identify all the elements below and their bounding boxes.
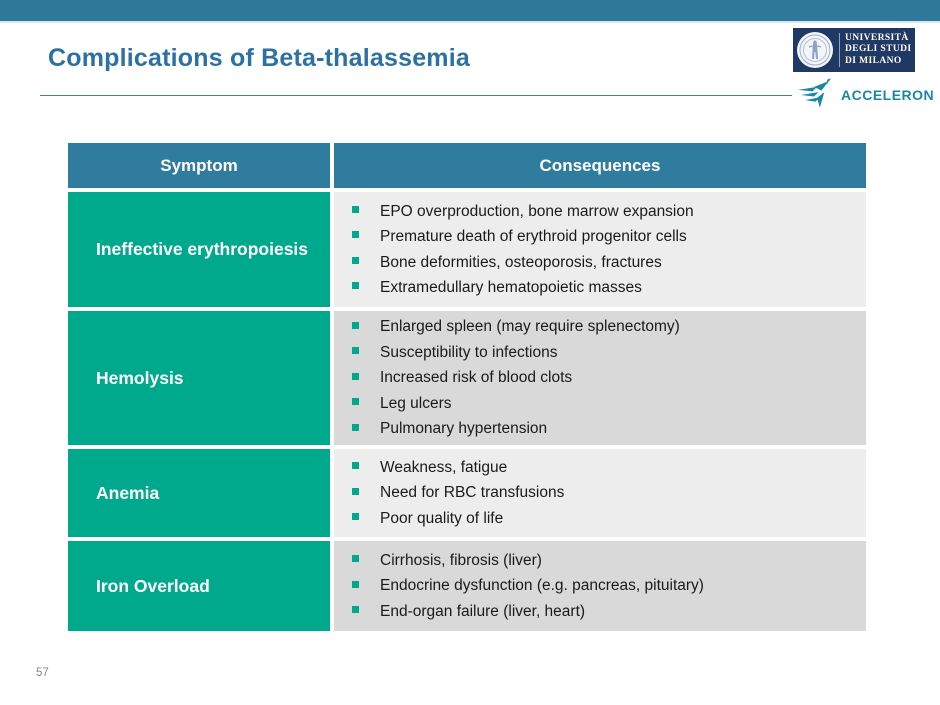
consequence-text: EPO overproduction, bone marrow expansio… [380, 202, 694, 220]
consequences-cell: EPO overproduction, bone marrow expansio… [334, 192, 866, 307]
consequence-item: Endocrine dysfunction (e.g. pancreas, pi… [352, 573, 704, 599]
consequences-cell: Weakness, fatigue Need for RBC transfusi… [334, 449, 866, 537]
table-header-row: Symptom Consequences [68, 143, 866, 188]
consequence-text: End-organ failure (liver, heart) [380, 602, 586, 620]
table-row: Iron Overload Cirrhosis, fibrosis (liver… [68, 541, 866, 631]
consequences-cell: Enlarged spleen (may require splenectomy… [334, 311, 866, 445]
consequence-item: Increased risk of blood clots [352, 365, 680, 391]
consequence-text: Cirrhosis, fibrosis (liver) [380, 551, 542, 569]
unimi-line-2: DEGLI STUDI [845, 44, 912, 55]
symptom-cell: Hemolysis [68, 311, 330, 445]
unimi-logo-text: UNIVERSITÀ DEGLI STUDI DI MILANO [845, 33, 911, 68]
consequence-item: Pulmonary hypertension [352, 416, 680, 442]
acceleron-bird-icon [797, 78, 831, 108]
square-bullet-icon [352, 555, 359, 562]
consequence-item: Enlarged spleen (may require splenectomy… [352, 314, 680, 340]
page-number: 57 [36, 667, 49, 679]
consequence-list: Enlarged spleen (may require splenectomy… [352, 314, 680, 442]
header-symptom: Symptom [68, 143, 330, 188]
consequence-text: Need for RBC transfusions [380, 484, 565, 502]
symptom-cell: Anemia [68, 449, 330, 537]
consequences-cell: Cirrhosis, fibrosis (liver) Endocrine dy… [334, 541, 866, 631]
table-row: Ineffective erythropoiesis EPO overprodu… [68, 192, 866, 307]
symptoms-table: Symptom Consequences Ineffective erythro… [68, 143, 866, 631]
consequence-item: Cirrhosis, fibrosis (liver) [352, 548, 704, 574]
consequence-text: Premature death of erythroid progenitor … [380, 228, 687, 245]
square-bullet-icon [352, 321, 359, 329]
title-divider [40, 95, 792, 96]
symptom-cell: Ineffective erythropoiesis [68, 192, 330, 307]
consequence-text: Increased risk of blood clots [380, 369, 573, 387]
consequence-item: Bone deformities, osteoporosis, fracture… [352, 250, 694, 276]
acceleron-logo: ACCELERON [795, 78, 934, 112]
square-bullet-icon [352, 256, 359, 264]
acceleron-logo-text: ACCELERON [841, 87, 935, 103]
square-bullet-icon [352, 372, 359, 380]
consequence-item: End-organ failure (liver, heart) [352, 599, 704, 625]
square-bullet-icon [352, 513, 359, 520]
table-row: Hemolysis Enlarged spleen (may require s… [68, 311, 866, 445]
unimi-seal-icon [797, 32, 833, 68]
top-accent-bar [0, 0, 940, 21]
consequence-text: Pulmonary hypertension [380, 420, 548, 438]
consequence-item: Premature death of erythroid progenitor … [352, 224, 694, 250]
consequence-item: Need for RBC transfusions [352, 480, 564, 506]
unimi-logo-separator [839, 33, 840, 67]
consequence-list: Weakness, fatigue Need for RBC transfusi… [352, 455, 564, 532]
square-bullet-icon [352, 580, 359, 588]
unimi-seal-figure-icon [799, 34, 831, 66]
square-bullet-icon [352, 231, 359, 239]
consequence-text: Susceptibility to infections [380, 343, 558, 361]
unimi-logo: UNIVERSITÀ DEGLI STUDI DI MILANO [793, 28, 915, 72]
consequence-item: Susceptibility to infections [352, 340, 680, 366]
symptom-cell: Iron Overload [68, 541, 330, 631]
square-bullet-icon [352, 462, 359, 469]
consequence-text: Extramedullary hematopoietic masses [380, 279, 642, 296]
consequence-item: Weakness, fatigue [352, 455, 564, 481]
consequence-item: Extramedullary hematopoietic masses [352, 275, 694, 301]
page-title: Complications of Beta-thalassemia [48, 44, 470, 72]
consequence-text: Poor quality of life [380, 509, 504, 527]
unimi-line-1: UNIVERSITÀ [845, 32, 909, 43]
square-bullet-icon [352, 205, 359, 213]
consequence-item: Poor quality of life [352, 506, 564, 532]
consequence-item: Leg ulcers [352, 391, 680, 417]
consequence-item: EPO overproduction, bone marrow expansio… [352, 199, 694, 225]
consequence-list: EPO overproduction, bone marrow expansio… [352, 199, 694, 301]
top-accent-bar-edge [0, 21, 940, 23]
table-row: Anemia Weakness, fatigue Need for RBC tr… [68, 449, 866, 537]
square-bullet-icon [352, 423, 359, 431]
unimi-line-3: DI MILANO [845, 55, 902, 66]
consequence-list: Cirrhosis, fibrosis (liver) Endocrine dy… [352, 548, 704, 625]
consequence-text: Leg ulcers [380, 394, 452, 412]
square-bullet-icon [352, 282, 359, 290]
square-bullet-icon [352, 487, 359, 495]
square-bullet-icon [352, 347, 359, 354]
consequence-text: Bone deformities, osteoporosis, fracture… [380, 253, 662, 271]
square-bullet-icon [352, 398, 359, 405]
consequence-text: Enlarged spleen (may require splenectomy… [380, 318, 680, 336]
consequence-text: Endocrine dysfunction (e.g. pancreas, pi… [380, 577, 704, 595]
header-consequences: Consequences [334, 143, 866, 188]
consequence-text: Weakness, fatigue [380, 458, 508, 476]
square-bullet-icon [352, 606, 359, 613]
